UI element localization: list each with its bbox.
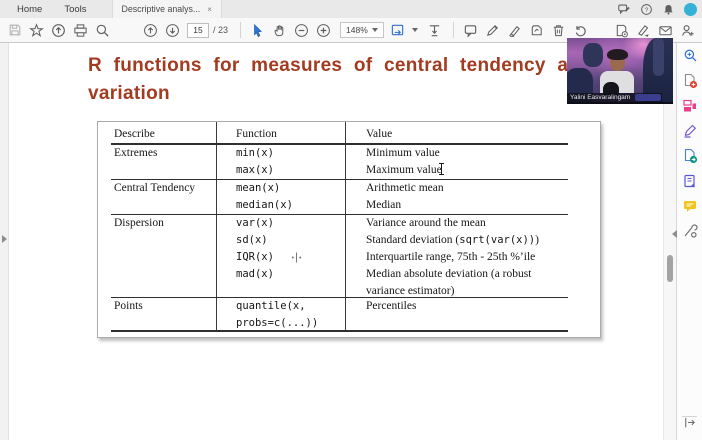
sidebar-divider (682, 416, 697, 417)
highlighter-icon[interactable] (507, 23, 522, 38)
star-bookmark-icon[interactable] (29, 22, 44, 38)
print-icon[interactable] (73, 23, 88, 38)
table-rule (111, 330, 568, 332)
save-icon[interactable] (7, 23, 22, 38)
sidebar-comment-icon[interactable] (677, 193, 702, 218)
chevron-down-icon (371, 28, 378, 32)
email-icon[interactable] (658, 23, 673, 38)
zoom-out-icon[interactable] (294, 23, 309, 38)
send-document-icon[interactable] (614, 23, 629, 38)
previous-page-icon[interactable] (143, 23, 158, 38)
page-scroll-view-icon[interactable] (427, 23, 442, 38)
table-row: sd(x) Standard deviation (sqrt(var(x))) (236, 234, 539, 246)
undo-icon[interactable] (573, 23, 588, 38)
pdf-page: R functions for measures of central tend… (9, 43, 663, 440)
left-panel-strip (0, 43, 9, 440)
sign-pen-icon[interactable] (636, 23, 651, 38)
fit-width-chevron-icon[interactable] (411, 28, 418, 32)
split-select-cursor (291, 251, 302, 269)
webcam-overlay[interactable]: Yalini Easvaralingam (567, 38, 673, 104)
zoom-level-label: 148% (346, 25, 368, 35)
slide-table: Describe Function Value Extremes min(x) Mi… (97, 121, 601, 338)
table-rule (111, 297, 568, 298)
svg-text:?: ? (645, 6, 649, 13)
collapse-right-panel-icon[interactable] (672, 230, 677, 238)
table-column-divider (216, 122, 217, 332)
table-header-row: Describe Function Value (114, 128, 393, 140)
sidebar-edit-pdf-icon[interactable] (677, 118, 702, 143)
webcam-bottom-strip (567, 102, 673, 104)
table-row: IQR(x) Interquartile range, 75th - 25th %… (236, 251, 536, 263)
hand-tool-icon[interactable] (272, 23, 287, 38)
page-number-input[interactable] (187, 22, 209, 38)
scrollbar-thumb[interactable] (667, 255, 673, 282)
stamp-sign-icon[interactable] (529, 23, 544, 38)
webcam-background-shape (583, 43, 603, 67)
share-upload-icon[interactable] (51, 23, 66, 38)
search-icon[interactable] (95, 23, 110, 38)
slide-title: R functions for measures of central tend… (88, 55, 593, 104)
webcam-background-shape (653, 38, 664, 76)
zoom-level-dropdown[interactable]: 148% (340, 22, 384, 38)
expand-panel-icon[interactable] (682, 415, 697, 435)
user-avatar[interactable] (684, 2, 697, 16)
home-tab[interactable]: Home (17, 3, 43, 15)
table-row: variance estimator) (366, 285, 455, 297)
table-rule (111, 179, 568, 180)
table-row: median(x) Median (236, 199, 402, 211)
document-tab-label: Descriptive analys... (121, 4, 201, 14)
table-row: Extremes min(x) Minimum value (114, 147, 440, 159)
comment-icon[interactable] (463, 23, 478, 38)
table-row: Dispersion var(x) Variance around the mean (114, 217, 486, 229)
document-tab[interactable]: Descriptive analys... × (111, 0, 222, 18)
fit-width-icon[interactable] (390, 23, 405, 38)
page-total-label: / 23 (213, 25, 229, 35)
table-row: max(x) Maximum value (236, 164, 442, 176)
webcam-name-bar-accent (635, 94, 661, 101)
toolbar-separator (452, 22, 454, 38)
table-column-divider (345, 122, 346, 332)
sidebar-create-pdf-icon[interactable] (677, 68, 702, 93)
tab-bar: Home Tools Descriptive analys... × ? (0, 0, 702, 18)
pencil-annotate-icon[interactable] (485, 23, 500, 38)
select-pointer-icon[interactable] (250, 23, 265, 38)
webcam-person-head (607, 49, 628, 71)
expand-left-panel-icon[interactable] (2, 235, 7, 243)
webcam-name-label: Yalini Easvaralingam (567, 93, 662, 102)
tools-tab[interactable]: Tools (64, 3, 87, 15)
trash-icon[interactable] (551, 23, 566, 38)
share-person-icon[interactable] (680, 23, 695, 38)
table-rule (111, 143, 568, 145)
sidebar-more-tools-icon[interactable] (677, 218, 702, 243)
feedback-icon[interactable] (617, 2, 631, 16)
table-row: Points quantile(x, Percentiles (114, 300, 417, 312)
table-row: Central Tendency mean(x) Arithmetic mean (114, 182, 444, 194)
next-page-icon[interactable] (165, 23, 180, 38)
tools-sidebar (676, 43, 702, 440)
notifications-bell-icon[interactable] (662, 3, 675, 16)
toolbar-separator (240, 22, 242, 38)
table-rule (111, 214, 568, 215)
sidebar-export-pdf-icon[interactable] (677, 143, 702, 168)
table-row: mad(x) Median absolute deviation (a robus… (236, 268, 532, 280)
sidebar-search-icon[interactable] (677, 43, 702, 68)
close-tab-icon[interactable]: × (207, 4, 212, 14)
vertical-scrollbar[interactable] (663, 43, 676, 440)
text-ibeam-cursor (437, 162, 446, 181)
sidebar-combine-files-icon[interactable] (677, 93, 702, 118)
help-icon[interactable]: ? (640, 3, 653, 16)
table-row: probs=c(...)) (236, 317, 319, 329)
zoom-in-icon[interactable] (316, 23, 331, 38)
sidebar-organize-pages-icon[interactable] (677, 168, 702, 193)
document-area: R functions for measures of central tend… (0, 43, 702, 440)
